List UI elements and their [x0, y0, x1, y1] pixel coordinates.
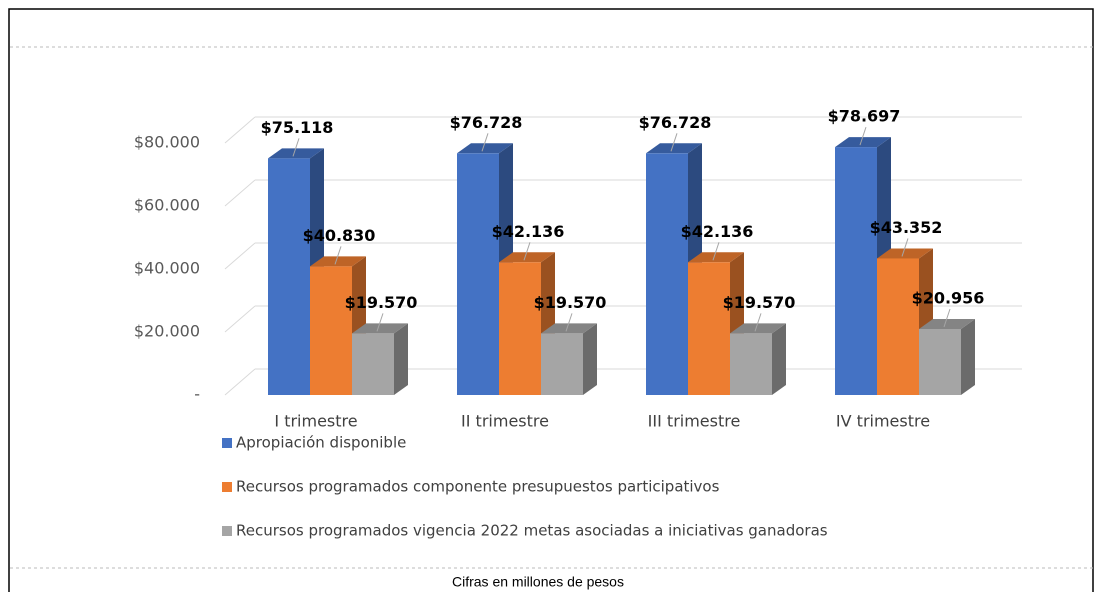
bar: [835, 147, 877, 395]
bar: [646, 153, 688, 395]
y-tick-label: $20.000: [134, 322, 200, 341]
bar-top: [457, 143, 513, 154]
leader-line: [754, 313, 762, 332]
bar-top: [646, 143, 702, 154]
bar-top: [919, 318, 975, 329]
legend-label: Apropiación disponible: [236, 434, 406, 452]
grid-line: [224, 116, 256, 144]
bar: [499, 262, 541, 395]
value-label: $20.956: [912, 288, 985, 307]
leader-line: [334, 246, 342, 265]
frame: [8, 8, 1094, 592]
bar: [730, 333, 772, 395]
bar-top: [310, 256, 366, 267]
bar-top: [352, 323, 408, 334]
y-tick-label: $80.000: [134, 133, 200, 152]
value-label: $76.728: [450, 113, 523, 132]
leader-line: [523, 242, 531, 261]
bar-top: [835, 137, 891, 148]
legend-label: Recursos programados vigencia 2022 metas…: [236, 522, 828, 540]
value-label: $19.570: [534, 293, 607, 312]
bar-side: [772, 323, 786, 395]
bar-top: [541, 323, 597, 334]
bar-top: [688, 252, 744, 263]
bar: [352, 333, 394, 395]
grid-line: [224, 242, 256, 270]
x-tick-label: I trimestre: [274, 412, 357, 431]
value-label: $76.728: [639, 113, 712, 132]
note: Cifras en millones de pesos: [452, 574, 624, 590]
leader-line: [376, 313, 384, 332]
legend-label: Recursos programados componente presupue…: [236, 478, 720, 496]
leader-line: [670, 133, 678, 152]
bar: [919, 328, 961, 395]
value-label: $42.136: [492, 222, 565, 241]
bar: [688, 262, 730, 395]
x-tick-label: II trimestre: [461, 412, 549, 431]
value-label: $19.570: [723, 293, 796, 312]
bar-top: [730, 323, 786, 334]
grid-line: [224, 368, 256, 396]
legend-swatch: [222, 482, 232, 492]
bar-side: [583, 323, 597, 395]
value-label: $42.136: [681, 222, 754, 241]
leader-line: [859, 126, 867, 146]
y-tick-label: -: [194, 385, 200, 404]
bar: [310, 266, 352, 395]
value-label: $40.830: [303, 226, 376, 245]
bar-top: [268, 148, 324, 159]
legend-swatch: [222, 526, 232, 536]
bar-side: [961, 318, 975, 395]
leader-line: [712, 242, 720, 261]
leader-line: [481, 133, 489, 152]
value-label: $75.118: [261, 118, 334, 137]
bar: [541, 333, 583, 395]
bar: [457, 153, 499, 395]
y-tick-label: $60.000: [134, 196, 200, 215]
y-tick-label: $40.000: [134, 259, 200, 278]
bar-top: [877, 248, 933, 259]
bar-side: [394, 323, 408, 395]
x-tick-label: III trimestre: [648, 412, 741, 431]
leader-line: [565, 313, 573, 332]
grid-line: [224, 179, 256, 207]
value-label: $19.570: [345, 293, 418, 312]
value-label: $43.352: [870, 218, 943, 237]
leader-line: [943, 308, 951, 328]
bar: [877, 258, 919, 395]
grid-line: [224, 305, 256, 333]
bar: [268, 158, 310, 395]
leader-line: [292, 138, 300, 157]
legend-swatch: [222, 438, 232, 448]
x-tick-label: IV trimestre: [836, 412, 930, 431]
value-label: $78.697: [828, 107, 901, 126]
leader-line: [901, 238, 909, 257]
bar-top: [499, 252, 555, 263]
